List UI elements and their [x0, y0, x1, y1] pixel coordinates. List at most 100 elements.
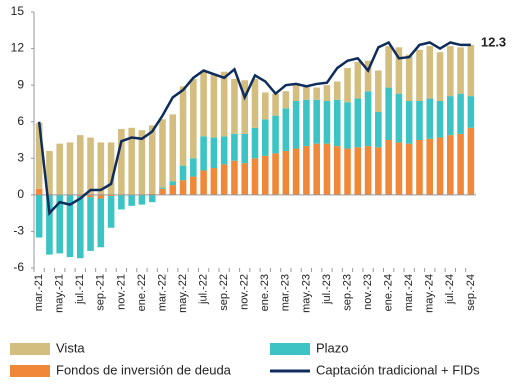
bar: [231, 79, 238, 134]
bar: [303, 86, 310, 100]
bar: [169, 181, 177, 186]
data-label: 12.3: [481, 34, 506, 49]
bar: [303, 99, 310, 147]
y-tick-label: 15: [11, 4, 25, 18]
x-tick-label: ene.-24: [383, 274, 395, 311]
bar: [200, 70, 207, 137]
bar: [416, 140, 423, 195]
bar: [241, 163, 249, 195]
bar: [118, 129, 125, 195]
bar: [56, 194, 63, 254]
bar: [344, 68, 351, 103]
bar: [128, 127, 135, 195]
bar: [375, 111, 382, 148]
bar: [128, 194, 135, 206]
bar: [385, 46, 392, 88]
bar: [251, 158, 259, 195]
bar: [375, 70, 382, 112]
line: [37, 40, 471, 216]
bar: [354, 147, 362, 195]
bar: [272, 153, 279, 195]
bar: [200, 136, 207, 171]
bar: [46, 194, 53, 255]
bar: [282, 91, 290, 109]
bar: [66, 194, 74, 258]
bar: [344, 102, 351, 149]
bar: [159, 187, 166, 189]
bar: [364, 60, 372, 92]
bar: [292, 148, 300, 195]
x-tick-label: jul.-24: [444, 274, 456, 305]
bar: [313, 143, 320, 195]
bar: [190, 176, 197, 195]
bar: [395, 93, 403, 143]
x-tick-label: sep.-21: [95, 274, 107, 311]
legend-swatch: [10, 343, 50, 355]
bar: [364, 91, 372, 147]
bar: [457, 133, 464, 195]
bar: [395, 142, 403, 195]
bar: [35, 194, 43, 238]
bar: [333, 99, 341, 147]
bar: [169, 114, 177, 182]
y-tick-label: 0: [17, 187, 24, 201]
bar: [210, 168, 218, 195]
bar: [251, 79, 259, 128]
bar: [405, 100, 413, 144]
bar: [447, 135, 454, 195]
bar: [292, 100, 300, 149]
x-tick-label: sep.-22: [218, 274, 230, 311]
bar: [344, 148, 351, 195]
bar: [148, 193, 156, 195]
x-tick-label: nov.-22: [239, 274, 251, 310]
bar: [385, 140, 392, 195]
x-tick-label: jul.-21: [74, 274, 86, 305]
bar: [76, 196, 84, 259]
bar: [292, 85, 300, 101]
bar: [333, 146, 341, 195]
bar: [416, 49, 423, 101]
x-tick-label: jul.-22: [198, 274, 210, 305]
legend-label: Vista: [56, 340, 85, 355]
bar: [447, 46, 454, 97]
bar: [261, 92, 269, 120]
x-tick-label: may.-23: [300, 274, 312, 313]
x-tick-label: ene.-23: [259, 274, 271, 311]
y-tick-label: -6: [13, 260, 24, 274]
bar: [447, 96, 454, 136]
x-tick-label: mar.-22: [156, 274, 168, 311]
bar: [467, 44, 475, 97]
bar: [231, 133, 238, 161]
bar: [210, 74, 218, 138]
bar: [354, 98, 362, 148]
bar: [395, 47, 403, 94]
bar: [97, 142, 105, 195]
x-tick-label: mar.-23: [280, 274, 292, 311]
x-tick-label: nov.-23: [362, 274, 374, 310]
bar: [148, 194, 156, 203]
bar: [333, 81, 341, 100]
y-tick-label: 12: [11, 41, 25, 55]
x-tick-label: ene.-22: [136, 274, 148, 311]
bar: [107, 196, 115, 228]
bar: [159, 188, 166, 195]
bar: [220, 136, 228, 165]
bar: [220, 71, 228, 137]
bar: [118, 194, 125, 210]
bar: [138, 130, 146, 195]
bar: [282, 108, 290, 151]
bar: [354, 61, 362, 99]
bar: [35, 188, 43, 195]
x-tick-label: nov.-21: [115, 274, 127, 310]
bar: [272, 115, 279, 154]
bar: [261, 119, 269, 156]
bar: [46, 150, 53, 194]
y-tick-label: 3: [17, 150, 24, 164]
bar: [241, 80, 249, 134]
bar: [138, 194, 146, 205]
bar: [251, 127, 259, 159]
bar: [210, 137, 218, 169]
bar: [241, 133, 249, 164]
bar: [148, 125, 156, 194]
